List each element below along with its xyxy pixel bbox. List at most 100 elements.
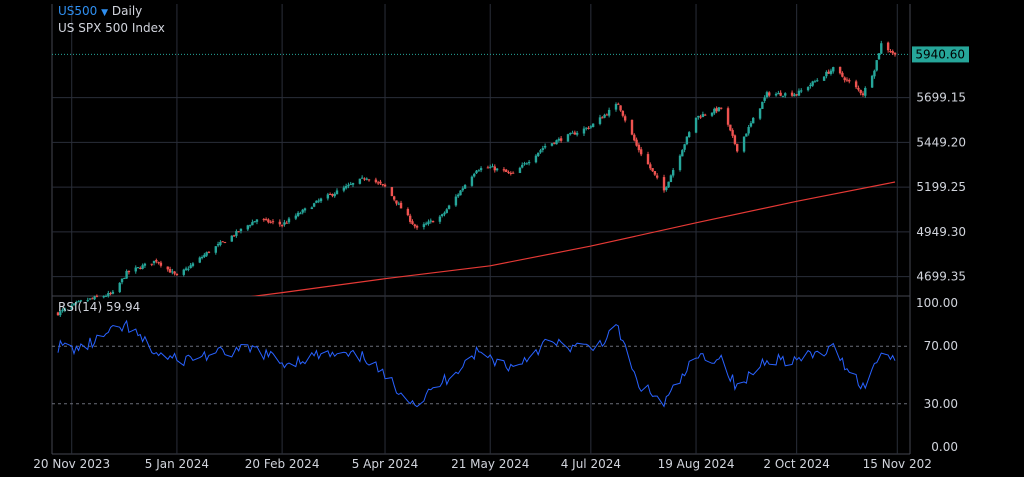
candle-body (253, 221, 256, 223)
price-axis-label: 5199.25 (916, 180, 966, 194)
candle-body (537, 152, 540, 157)
grid-layer (51, 4, 911, 455)
candle-body (331, 194, 334, 196)
time-axis-label: 20 Nov 2023 (33, 457, 110, 471)
candle-body (843, 77, 846, 81)
candle-body (669, 175, 673, 183)
candle-body (873, 70, 876, 77)
candle-body (173, 271, 176, 274)
candle-body (649, 164, 652, 169)
candle-body (687, 132, 691, 138)
candle-body (214, 246, 217, 253)
candle-body (715, 108, 718, 112)
candle-body (864, 87, 867, 96)
time-axis-label: 2 Oct 2024 (763, 457, 830, 471)
symbol-dropdown-icon[interactable]: ▼ (101, 8, 109, 18)
candle-body (539, 150, 542, 153)
candle-body (429, 220, 432, 222)
candle-body (768, 92, 771, 96)
candle-body (239, 228, 243, 232)
candle-body (358, 178, 362, 184)
candle-body (61, 309, 64, 312)
candle-body (678, 155, 682, 171)
candle-body (603, 114, 606, 118)
candle-body (752, 117, 755, 124)
candle-body (710, 112, 714, 116)
candle-body (431, 220, 435, 223)
candle-body (175, 273, 179, 276)
candle-body (326, 194, 330, 199)
candle-body (63, 308, 67, 311)
candle-body (591, 123, 595, 127)
candle-body (171, 271, 174, 273)
candle-body (619, 105, 622, 111)
candle-body (205, 252, 208, 256)
candle-body (571, 132, 574, 134)
rsi-axis-label: 0.00 (931, 440, 958, 454)
candle-body (294, 215, 298, 219)
candle-body (230, 235, 234, 242)
candle-body (187, 268, 190, 270)
candle-body (605, 114, 609, 116)
candle-body (376, 182, 380, 184)
candle-body (79, 300, 83, 302)
price-axis-label: 5699.15 (916, 91, 966, 105)
candle-body (886, 42, 890, 51)
candle-body (795, 94, 798, 96)
rsi-line (57, 319, 896, 408)
candle-body (136, 267, 140, 269)
candle-body (285, 222, 288, 224)
price-axis-label: 4699.35 (916, 270, 966, 284)
candle-body (120, 278, 124, 283)
timeframe-label[interactable]: Daily (111, 4, 143, 18)
candle-body (479, 168, 483, 171)
candle-body (104, 295, 108, 297)
candle-body (701, 114, 705, 118)
candle-body (694, 117, 698, 133)
candle-body (685, 136, 689, 145)
candle-body (518, 167, 522, 173)
candle-body (809, 84, 812, 87)
candle-body (383, 184, 387, 187)
candle-body (726, 108, 730, 125)
time-axis-label: 15 Nov 202 (863, 457, 932, 471)
candle-body (473, 173, 476, 177)
candle-body (665, 187, 668, 190)
candle-body (848, 80, 851, 82)
candle-body (219, 241, 222, 245)
time-axis-label: 5 Jan 2024 (145, 457, 209, 471)
candle-body (406, 208, 410, 216)
candle-body (93, 296, 96, 300)
candle-body (637, 144, 641, 151)
candle-body (502, 169, 506, 171)
candle-body (422, 224, 426, 228)
price-axis-label: 4949.30 (916, 225, 966, 239)
candle-body (223, 242, 227, 244)
candle-body (493, 166, 496, 171)
candle-body (248, 225, 252, 227)
candle-body (342, 187, 346, 191)
candle-body (312, 203, 316, 207)
candle-body (454, 196, 458, 206)
symbol-label[interactable]: US500 (58, 4, 98, 18)
candle-body (838, 66, 842, 74)
candle-body (310, 207, 314, 210)
candle-body (671, 170, 675, 176)
candle-body (207, 251, 211, 253)
ma-layer (250, 181, 896, 296)
candle-body (166, 266, 169, 270)
candle-body (399, 202, 403, 209)
candle-body (88, 298, 92, 300)
candle-layer (56, 40, 897, 318)
candle-body (511, 172, 515, 174)
candle-body (829, 70, 833, 74)
candle-body (813, 81, 817, 83)
candle-body (182, 269, 185, 275)
candle-body (280, 225, 284, 227)
candle-body (555, 140, 558, 145)
candle-body (841, 72, 844, 77)
candle-body (521, 164, 524, 168)
axis-layer: 20 Nov 2023 5 Jan 2024 20 Feb 2024 5 Apr 20… (33, 46, 969, 471)
